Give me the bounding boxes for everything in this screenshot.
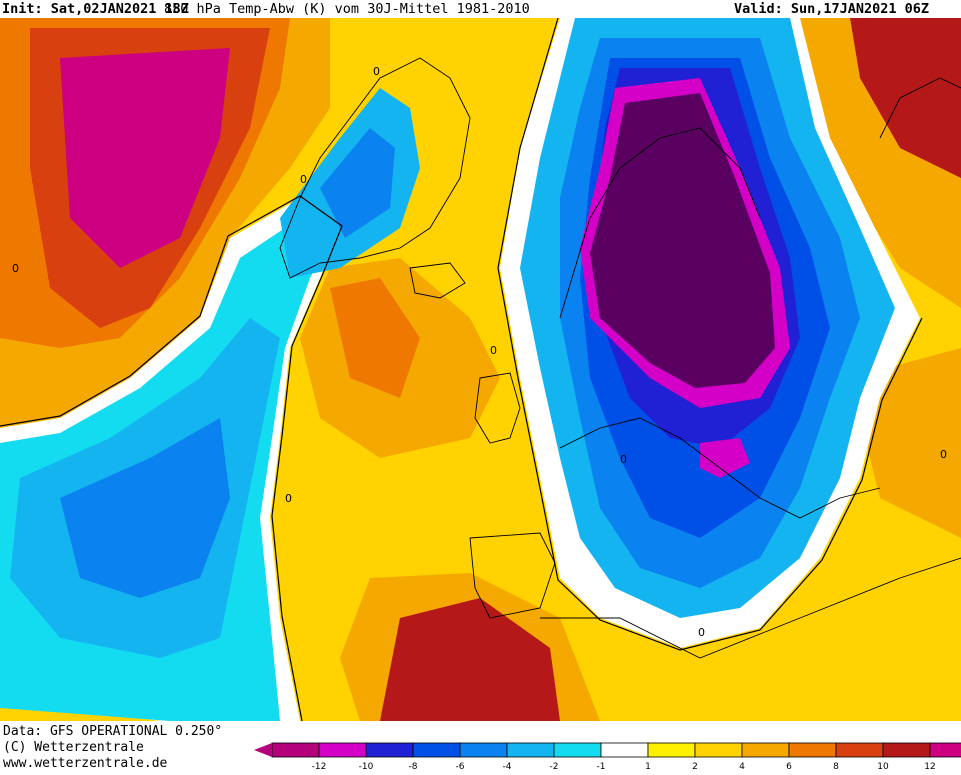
colorbar-swatch bbox=[741, 742, 790, 758]
data-source-label: Data: GFS OPERATIONAL 0.250° bbox=[3, 724, 223, 739]
colorbar-swatch bbox=[647, 742, 696, 758]
colorbar-tick-label: -6 bbox=[456, 762, 465, 772]
contour-label: 0 bbox=[940, 448, 947, 461]
iberia-coast bbox=[469, 532, 556, 619]
north-africa-coast bbox=[540, 557, 961, 659]
colorbar-swatch bbox=[459, 742, 508, 758]
zero-contour-europe bbox=[497, 18, 923, 651]
colorbar-legend: -12 -10 -8 -6 -4 -2 -1 1 2 4 6 8 10 12 bbox=[254, 742, 961, 772]
orange-anomaly-ocean-core bbox=[330, 278, 420, 398]
colorbar-swatches bbox=[254, 742, 961, 758]
zero-contour-atlantic bbox=[0, 195, 343, 721]
colorbar-tick-label: 10 bbox=[877, 762, 889, 772]
colorbar-swatch bbox=[318, 742, 367, 758]
colorbar-swatch bbox=[929, 742, 961, 758]
red-anomaly-siberia bbox=[850, 18, 961, 178]
colorbar-tick-label: -1 bbox=[597, 762, 606, 772]
colorbar-tick-label: -12 bbox=[312, 762, 327, 772]
colorbar-tick-label: 12 bbox=[924, 762, 935, 772]
colorbar-swatch bbox=[694, 742, 743, 758]
contour-labels: 0 0 0 0 0 0 0 0 bbox=[12, 65, 947, 639]
init-time-label: Init: Sat,02JAN2021 18Z bbox=[2, 1, 189, 17]
website-label: www.wetterzentrale.de bbox=[3, 756, 168, 771]
cold-anomaly-atlantic-core bbox=[60, 418, 230, 598]
colorbar-tick-label: 6 bbox=[786, 762, 792, 772]
contour-label: 0 bbox=[620, 453, 627, 466]
scandinavia-coast bbox=[559, 127, 761, 319]
colorbar-swatch bbox=[788, 742, 837, 758]
colorbar-tick-label: -4 bbox=[503, 762, 512, 772]
colorbar-swatch bbox=[600, 742, 649, 758]
cold-anomaly-europe-extreme bbox=[590, 93, 775, 388]
colorbar-tick-label: 4 bbox=[739, 762, 745, 772]
contour-label: 0 bbox=[12, 262, 19, 275]
arctic-russia-coast bbox=[879, 77, 961, 139]
colorbar-tick-label: -2 bbox=[550, 762, 559, 772]
colorbar-tick-label: 2 bbox=[692, 762, 698, 772]
cold-anomaly-balkans bbox=[700, 438, 750, 478]
header-bar: Init: Sat,02JAN2021 18Z 850 hPa Temp-Abw… bbox=[0, 0, 961, 20]
valid-time-label: Valid: Sun,17JAN2021 06Z bbox=[734, 1, 930, 17]
colorbar-tick-label: 1 bbox=[645, 762, 651, 772]
colorbar-tick-label: 8 bbox=[833, 762, 839, 772]
copyright-label: (C) Wetterzentrale bbox=[3, 740, 144, 755]
colorbar-left-arrow bbox=[254, 743, 272, 757]
contour-label: 0 bbox=[373, 65, 380, 78]
map-title: 850 hPa Temp-Abw (K) vom 30J-Mittel 1981… bbox=[164, 1, 530, 17]
colorbar-tick-labels: -12 -10 -8 -6 -4 -2 -1 1 2 4 6 8 10 12 bbox=[312, 762, 936, 772]
contour-label: 0 bbox=[285, 492, 292, 505]
contour-label: 0 bbox=[300, 173, 307, 186]
colorbar-swatch bbox=[882, 742, 931, 758]
colorbar-swatch bbox=[412, 742, 461, 758]
colorbar-tick-label: -8 bbox=[409, 762, 418, 772]
colorbar-swatch bbox=[365, 742, 414, 758]
red-anomaly-sahara bbox=[380, 598, 560, 721]
colorbar-swatch bbox=[271, 742, 320, 758]
contour-label: 0 bbox=[698, 626, 705, 639]
map-canvas: 0 0 0 0 0 0 0 0 bbox=[0, 18, 961, 721]
magenta-anomaly-canada bbox=[60, 48, 230, 268]
temperature-anomaly-map: 0 0 0 0 0 0 0 0 bbox=[0, 18, 961, 721]
coastlines bbox=[279, 57, 961, 659]
colorbar-swatch bbox=[553, 742, 602, 758]
central-europe-coast bbox=[559, 417, 881, 519]
cold-anomaly-greenland-core bbox=[320, 128, 395, 238]
colorbar-swatch bbox=[835, 742, 884, 758]
colorbar-tick-label: -10 bbox=[359, 762, 374, 772]
colorbar-swatch bbox=[506, 742, 555, 758]
british-isles-coast bbox=[474, 372, 521, 444]
greenland-coast bbox=[279, 57, 471, 279]
contour-label: 0 bbox=[490, 344, 497, 357]
iceland-coast bbox=[409, 262, 466, 299]
